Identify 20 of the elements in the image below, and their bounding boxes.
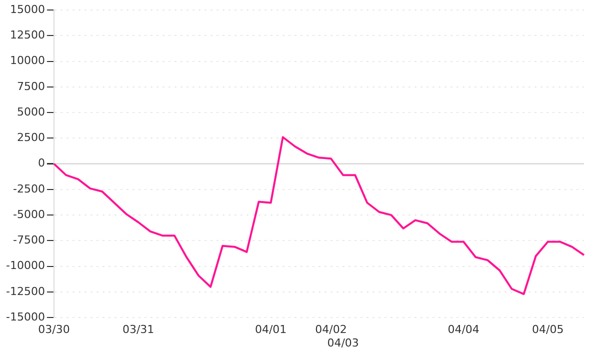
x-tick-label: 04/02 xyxy=(315,323,347,336)
y-tick-label: 10000 xyxy=(10,54,45,68)
y-tick-label: -5000 xyxy=(12,208,45,221)
y-tick-label: -7500 xyxy=(12,234,45,247)
y-tick-label: 15000 xyxy=(10,2,45,16)
x-tick-label: 03/30 xyxy=(38,323,70,336)
x-tick-label: 04/05 xyxy=(532,323,564,336)
y-tick-label: -12500 xyxy=(6,284,45,298)
y-tick-label: -2500 xyxy=(12,182,45,196)
x-tick-label: 04/03 xyxy=(327,336,359,350)
x-tick-label: 03/31 xyxy=(122,323,154,336)
y-tick-label: 5000 xyxy=(16,105,45,118)
y-tick-label: -10000 xyxy=(6,259,45,272)
x-tick-label: 04/01 xyxy=(254,323,287,336)
y-tick-label: 12500 xyxy=(10,28,45,42)
y-tick-label: 7500 xyxy=(16,80,45,93)
x-tick-label: 04/04 xyxy=(448,323,480,336)
y-tick-label: 2500 xyxy=(16,131,45,144)
y-tick-label: 0 xyxy=(38,156,45,170)
y-tick-label: -15000 xyxy=(6,310,45,324)
